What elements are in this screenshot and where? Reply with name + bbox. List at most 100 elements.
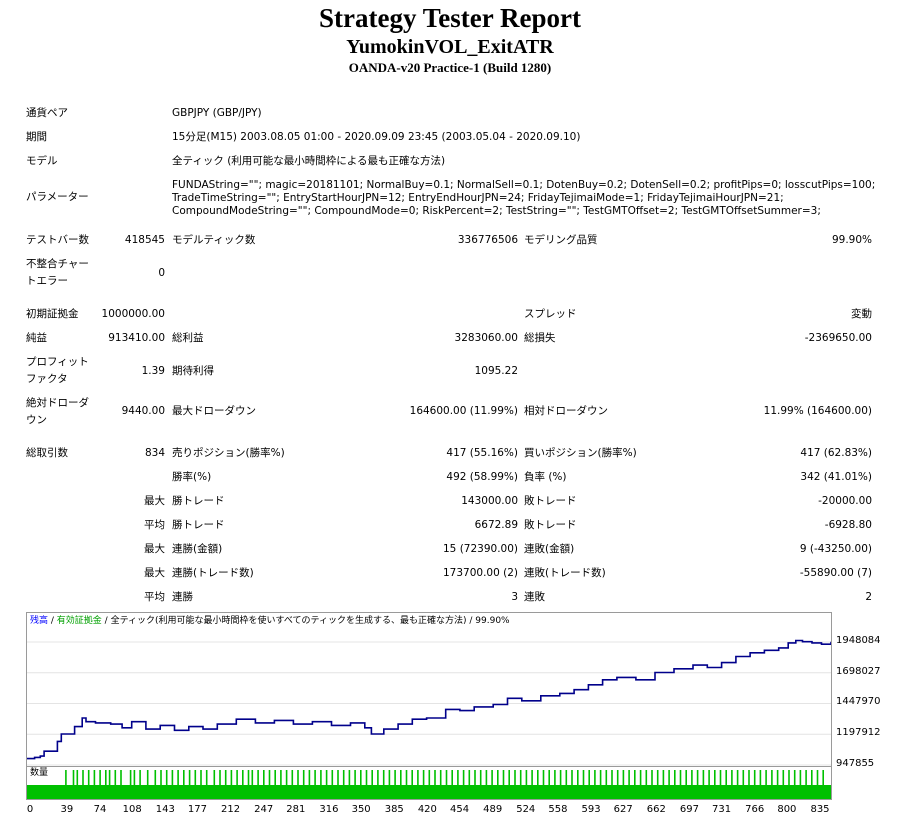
volume-bar [291,770,294,785]
volume-bar [422,770,425,785]
bars-label: テストバー数 [26,234,89,246]
max-consec-win-label: 連勝(金額) [172,543,223,555]
max-consec-win-value: 15 (72390.00) [443,543,518,555]
volume-bar [129,770,132,785]
deposit-label: 初期証拠金 [26,308,79,320]
volume-bar [428,770,431,785]
volume-bar [696,770,699,785]
max-consec-count-prefix: 最大 [144,567,165,579]
period-label: 期間 [26,131,47,143]
volume-bar [782,770,785,785]
volume-svg [27,770,831,799]
volume-bar [805,770,807,785]
volume-bar [360,770,362,785]
x-tick-label: 454 [449,804,470,815]
volume-bar [165,770,168,785]
params-label: パラメーター [26,191,89,203]
abs-dd-label-1: 絶対ドローダ [26,397,89,409]
quality-value: 99.90% [831,234,872,246]
x-tick-label: 247 [254,804,274,815]
gross-profit-value: 3283060.00 [454,332,518,344]
volume-bar [65,770,67,785]
volume-bar [479,770,482,785]
volume-bar [462,770,465,785]
avg-win-value: 6672.89 [474,519,518,531]
model-value: 全ティック (利用可能な最小時間枠による最も正確な方法) [172,155,446,167]
volume-bar [628,770,630,785]
ticks-label: モデルティック数 [172,234,256,246]
max-dd-label: 最大ドローダウン [172,405,256,417]
rel-dd-label: 相対ドローダウン [524,405,608,417]
volume-bar [753,770,756,785]
balance-chart-svg [27,639,831,766]
volume-bar [219,770,221,785]
volume-bar [194,770,197,785]
expected-value: 1095.22 [474,365,518,377]
long-label: 買いポジション(勝率%) [524,447,637,459]
volume-bar [622,770,625,785]
deposit-value: 1000000.00 [101,308,165,320]
symbol-label: 通貨ペア [26,107,68,119]
volume-bar [719,770,722,785]
volume-bar [468,770,471,785]
volume-bar [337,770,339,785]
report-title: Strategy Tester Report [319,3,581,33]
volume-bar [274,770,276,785]
volume-bar [708,770,710,785]
avg-consec-win-value: 3 [511,591,518,603]
volume-bar [417,770,419,785]
bars-value: 418545 [124,234,165,246]
x-tick-label: 39 [60,804,74,815]
abs-dd-value: 9440.00 [121,405,165,417]
volume-bar [146,770,149,785]
volume-bar [263,770,265,785]
volume-bar [93,770,96,785]
long-value: 417 (62.83%) [800,447,872,459]
legend-sep-1: / [48,616,57,626]
volume-bar [799,770,802,785]
ea-name: YumokinVOL_ExitATR [346,36,554,58]
volume-bar [508,770,510,785]
x-tick-label: 143 [155,804,175,815]
volume-bar [439,770,442,785]
volume-bar [714,770,716,785]
model-label: モデル [26,155,58,167]
volume-bar [731,770,733,785]
volume-bar [400,770,402,785]
legend-sep-3: / [466,616,476,626]
period-value: 15分足(M15) 2003.08.05 01:00 - 2020.09.09 … [172,131,581,143]
volume-bar [571,770,573,785]
volume-bar [171,770,174,785]
volume-bar [371,770,373,785]
x-tick-label: 662 [646,804,666,815]
volume-bar [525,770,528,785]
max-consec-profit-value: 173700.00 (2) [443,567,518,579]
volume-bar [160,770,162,785]
x-tick-label: 697 [679,804,699,815]
volume-bar [76,770,79,785]
net-value: 913410.00 [108,332,165,344]
mismatch-label-2: トエラー [26,275,68,287]
volume-bar [611,770,613,785]
x-tick-label: 212 [221,804,241,815]
max-consec-lossamt-label: 連敗(トレード数) [524,567,606,579]
volume-bar [325,770,328,785]
symbol-value: GBPJPY (GBP/JPY) [172,107,262,119]
volume-bar [205,770,208,785]
volume-bar [485,770,488,785]
x-tick-label: 489 [483,804,503,815]
spread-label: スプレッド [524,308,577,320]
x-tick-label: 385 [384,804,404,815]
x-tick-label: 108 [122,804,142,815]
volume-bar [268,770,271,785]
volume-bar [405,770,408,785]
x-tick-label: 420 [417,804,437,815]
volume-bar [183,770,185,785]
rel-dd-value: 11.99% (164600.00) [763,405,872,417]
y-tick-label: 947855 [836,758,875,769]
average-prefix: 平均 [144,519,165,531]
x-tick-label: 0 [26,804,34,815]
volume-bar [519,770,522,785]
avg-win-label: 勝トレード [172,519,225,531]
volume-bar [451,770,453,785]
